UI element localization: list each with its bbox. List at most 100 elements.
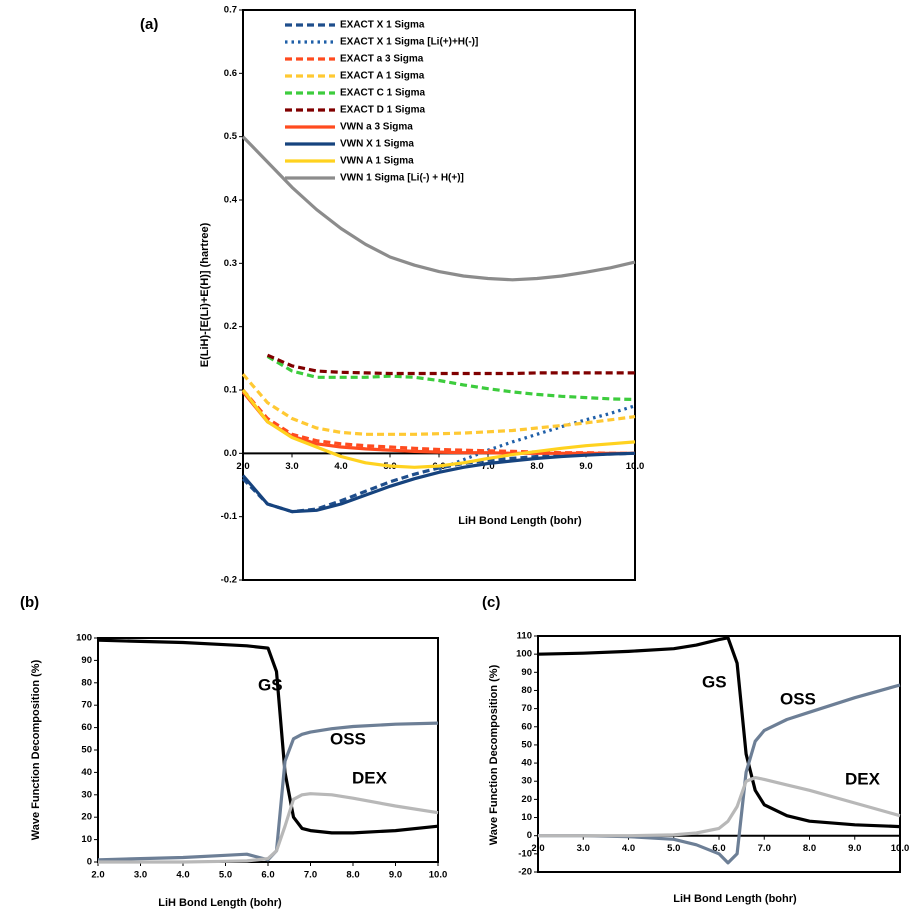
x-tick-label: 4.0 xyxy=(622,843,635,854)
y-tick-label: 70 xyxy=(81,700,92,711)
series-line xyxy=(266,355,636,402)
plot-frame xyxy=(97,637,439,863)
series-line xyxy=(438,404,636,471)
x-tick-label: 6.0 xyxy=(712,843,725,854)
y-tick-label: 90 xyxy=(521,667,532,678)
y-tick-label: 0.7 xyxy=(224,5,237,16)
x-tick-label: 7.0 xyxy=(481,461,494,472)
y-tick-label: 0.0 xyxy=(224,448,237,459)
legend-label: VWN A 1 Sigma xyxy=(340,156,414,167)
series-line xyxy=(241,390,635,455)
y-axis-label: E(LiH)-[E(Li)+E(H)] (hartree) xyxy=(199,222,211,367)
annotation: GS xyxy=(258,675,283,694)
x-tick-label: 8.0 xyxy=(803,843,816,854)
y-tick-label: 20 xyxy=(81,812,92,823)
y-tick-label: 0.6 xyxy=(224,68,237,79)
x-tick-label: 9.0 xyxy=(389,870,402,881)
y-tick-label: 0 xyxy=(87,857,92,868)
y-tick-label: 70 xyxy=(521,703,532,714)
series-line xyxy=(241,135,636,282)
y-tick-label: 30 xyxy=(81,789,92,800)
plot-frame xyxy=(242,9,636,581)
x-tick-label: 7.0 xyxy=(758,843,771,854)
annotation: DEX xyxy=(352,768,388,787)
series-line xyxy=(538,776,901,838)
legend-label: VWN a 3 Sigma xyxy=(340,122,413,133)
y-tick-label: 30 xyxy=(521,776,532,787)
annotation: DEX xyxy=(845,769,881,788)
y-tick-label: 40 xyxy=(521,758,532,769)
y-tick-label: 60 xyxy=(521,721,532,732)
x-axis-label: LiH Bond Length (bohr) xyxy=(158,897,282,909)
y-tick-label: 100 xyxy=(516,649,532,660)
x-tick-label: 5.0 xyxy=(219,870,232,881)
y-tick-label: 50 xyxy=(81,745,92,756)
x-tick-label: 4.0 xyxy=(176,870,189,881)
y-tick-label: 80 xyxy=(81,677,92,688)
series-line xyxy=(266,353,635,376)
x-tick-label: 9.0 xyxy=(848,843,861,854)
y-tick-label: 0.4 xyxy=(224,195,238,206)
y-tick-label: 0 xyxy=(527,830,532,841)
series-line xyxy=(241,373,636,436)
x-tick-label: 6.0 xyxy=(261,870,274,881)
y-tick-label: 20 xyxy=(521,794,532,805)
series-line xyxy=(241,451,636,514)
x-axis-label: LiH Bond Length (bohr) xyxy=(458,515,582,527)
y-tick-label: 0.2 xyxy=(224,321,237,332)
y-tick-label: 80 xyxy=(521,685,532,696)
plot-frame xyxy=(537,635,901,873)
y-tick-label: 90 xyxy=(81,655,92,666)
series-line xyxy=(97,721,439,862)
panel-title: (c) xyxy=(482,594,500,611)
panel-title: (b) xyxy=(20,594,39,611)
x-tick-label: 7.0 xyxy=(304,870,317,881)
x-tick-label: 5.0 xyxy=(667,843,680,854)
x-tick-label: 2.0 xyxy=(236,461,249,472)
x-tick-label: 2.0 xyxy=(91,870,104,881)
x-tick-label: 8.0 xyxy=(530,461,543,472)
y-axis-label: Wave Function Decomposition (%) xyxy=(30,659,42,840)
x-tick-label: 3.0 xyxy=(285,461,298,472)
legend-label: EXACT C 1 Sigma xyxy=(340,88,425,99)
x-tick-label: 2.0 xyxy=(531,843,544,854)
y-tick-label: -0.1 xyxy=(221,511,238,522)
series-line xyxy=(98,792,439,864)
legend-label: VWN X 1 Sigma xyxy=(340,139,414,150)
x-tick-label: 3.0 xyxy=(577,843,590,854)
annotation: OSS xyxy=(780,689,816,708)
x-tick-label: 10.0 xyxy=(891,843,910,854)
legend-label: EXACT X 1 Sigma [Li(+)+H(-)] xyxy=(340,37,478,48)
y-axis-label: Wave Function Decomposition (%) xyxy=(488,664,500,845)
y-tick-label: -0.2 xyxy=(221,575,237,586)
y-tick-label: 110 xyxy=(517,631,532,642)
series-line xyxy=(538,683,901,865)
x-tick-label: 10.0 xyxy=(626,461,645,472)
series-line xyxy=(241,389,636,469)
y-tick-label: 100 xyxy=(76,633,92,644)
y-tick-label: -10 xyxy=(518,848,532,859)
x-tick-label: 3.0 xyxy=(134,870,147,881)
y-tick-label: 60 xyxy=(81,722,92,733)
y-tick-label: -20 xyxy=(518,867,532,878)
legend-label: VWN 1 Sigma [Li(-) + H(+)] xyxy=(340,173,464,184)
y-tick-label: 0.1 xyxy=(224,385,238,396)
y-tick-label: 0.5 xyxy=(224,131,238,142)
legend-label: EXACT a 3 Sigma xyxy=(340,54,424,65)
x-tick-label: 10.0 xyxy=(429,870,448,881)
legend-label: EXACT D 1 Sigma xyxy=(340,105,425,116)
y-tick-label: 10 xyxy=(521,812,532,823)
y-tick-label: 10 xyxy=(81,834,92,845)
annotation: GS xyxy=(702,672,727,691)
legend-label: EXACT A 1 Sigma xyxy=(340,71,425,82)
legend-label: EXACT X 1 Sigma xyxy=(340,20,425,31)
x-tick-label: 8.0 xyxy=(346,870,359,881)
annotation: OSS xyxy=(330,729,366,748)
x-tick-label: 9.0 xyxy=(579,461,592,472)
x-axis-label: LiH Bond Length (bohr) xyxy=(673,893,797,905)
y-tick-label: 0.3 xyxy=(224,258,237,269)
y-tick-label: 50 xyxy=(521,739,532,750)
x-tick-label: 4.0 xyxy=(334,461,347,472)
y-tick-label: 40 xyxy=(81,767,92,778)
